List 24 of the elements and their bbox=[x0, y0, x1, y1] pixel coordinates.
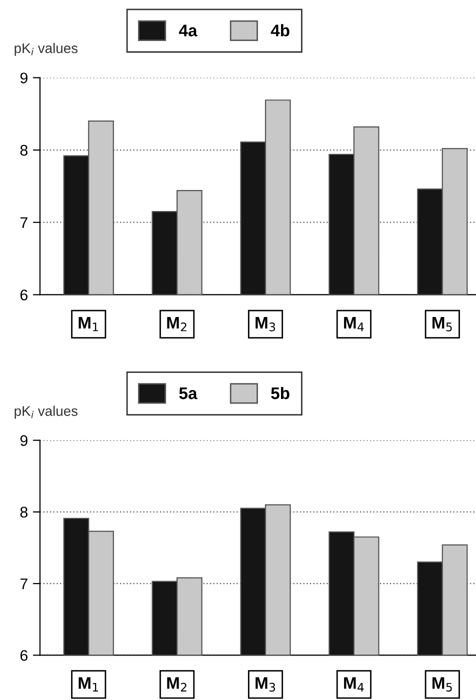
y-tick-label: 7 bbox=[20, 578, 28, 590]
y-tick-label: 6 bbox=[20, 290, 28, 300]
x-tick-label: M$_{2}$ bbox=[167, 316, 186, 332]
legend-label: 4b bbox=[270, 24, 290, 36]
x-tick-label: M$_{1}$ bbox=[78, 677, 98, 692]
y-tick-label: 9 bbox=[20, 435, 28, 446]
x-tick-label: M$_{3}$ bbox=[256, 316, 276, 332]
legend-label: 5b bbox=[271, 386, 290, 400]
legend-label: 5a bbox=[179, 388, 198, 400]
x-tick-label: M$_{4}$ bbox=[344, 316, 364, 332]
x-tick-label: M$_{5}$ bbox=[432, 677, 452, 692]
y-tick-label: 8 bbox=[20, 506, 28, 518]
x-tick-label: M$_{4}$ bbox=[344, 677, 364, 692]
legend-label: 4a bbox=[178, 24, 198, 36]
x-tick-label: M$_{3}$ bbox=[256, 677, 276, 692]
y-tick-label: 7 bbox=[20, 217, 28, 228]
x-tick-label: M$_{5}$ bbox=[432, 316, 452, 332]
y-tick-label: 9 bbox=[20, 72, 28, 84]
y-tick-label: 8 bbox=[20, 144, 28, 156]
y-axis-title: pK$_{i}$ values bbox=[14, 406, 78, 419]
y-tick-label: 6 bbox=[20, 650, 28, 661]
x-tick-label: M$_{2}$ bbox=[167, 677, 186, 692]
x-tick-label: M$_{1}$ bbox=[78, 316, 98, 332]
y-axis-title: pK$_{i}$ values bbox=[14, 42, 78, 56]
